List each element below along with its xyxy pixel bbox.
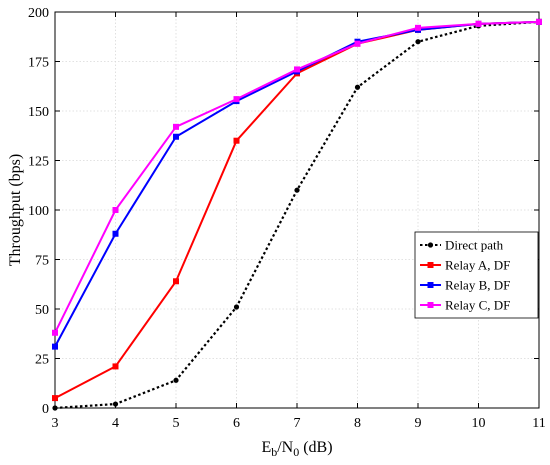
legend: Direct path Relay A, DF Relay B, DF Relay C… xyxy=(414,231,539,319)
x-axis-label: Eb/N0 (dB) xyxy=(261,439,332,459)
axes: 3 4 5 6 7 8 9 10 11 0 25 50 75 100 125 150 175 200 xyxy=(28,6,546,431)
y-tick-label: 25 xyxy=(35,353,49,368)
y-tick-label: 150 xyxy=(28,105,49,120)
data-point xyxy=(52,395,58,402)
x-axis-label-sub2: 0 xyxy=(293,445,299,459)
y-tick-label: 100 xyxy=(28,204,49,219)
y-tick-label: 175 xyxy=(28,56,49,71)
legend-marker xyxy=(427,302,434,308)
data-point xyxy=(415,24,421,31)
x-axis-label-mid: /N xyxy=(277,439,293,456)
data-point xyxy=(52,405,58,411)
data-point xyxy=(536,18,542,25)
data-point xyxy=(354,40,361,47)
x-axis-label-unit: (dB) xyxy=(299,439,332,456)
data-point xyxy=(112,363,119,370)
x-tick-label: 8 xyxy=(354,416,361,431)
series-4 xyxy=(52,18,542,336)
data-point xyxy=(294,66,300,73)
y-tick-label: 125 xyxy=(28,155,49,170)
x-axis-label-sub1: b xyxy=(271,445,277,459)
legend-marker xyxy=(427,262,434,268)
x-tick-label: 11 xyxy=(532,416,545,431)
data-point xyxy=(233,137,240,144)
data-point xyxy=(173,278,179,285)
x-tick-label: 6 xyxy=(233,416,240,431)
y-tick-label: 0 xyxy=(42,402,49,417)
data-point xyxy=(52,329,58,336)
y-tick-label: 50 xyxy=(35,303,49,318)
x-tick-label: 4 xyxy=(112,416,119,431)
data-point xyxy=(354,84,361,90)
x-axis-label-main: E xyxy=(261,439,271,456)
x-tick-label: 10 xyxy=(472,416,486,431)
data-point xyxy=(52,343,58,350)
data-point xyxy=(173,377,179,383)
data-point xyxy=(173,123,179,130)
data-point xyxy=(415,39,421,45)
data-point xyxy=(475,20,482,27)
legend-marker xyxy=(427,282,434,288)
y-tick-label: 75 xyxy=(35,254,49,269)
data-point xyxy=(233,96,240,103)
x-tick-label: 5 xyxy=(173,416,180,431)
data-point xyxy=(112,401,119,407)
series-group xyxy=(52,18,542,411)
y-tick-label: 200 xyxy=(28,6,49,21)
x-tick-label: 9 xyxy=(415,416,422,431)
legend-label: Relay A, DF xyxy=(445,258,510,273)
data-point xyxy=(294,187,300,193)
legend-label: Direct path xyxy=(445,238,504,253)
legend-label: Relay C, DF xyxy=(445,298,510,313)
y-axis-label: Throughput (bps) xyxy=(7,154,24,266)
legend-box xyxy=(414,231,539,319)
data-point xyxy=(233,304,240,310)
data-point xyxy=(112,230,119,237)
legend-marker xyxy=(427,242,434,248)
x-tick-label: 3 xyxy=(52,416,59,431)
data-point xyxy=(112,207,119,213)
x-tick-label: 7 xyxy=(294,416,301,431)
legend-label: Relay B, DF xyxy=(445,278,510,293)
data-point xyxy=(173,133,179,140)
